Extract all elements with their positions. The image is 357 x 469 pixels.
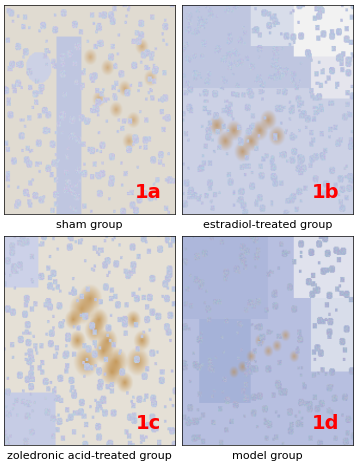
Text: estradiol-treated group: estradiol-treated group <box>203 220 332 230</box>
Text: 1a: 1a <box>135 183 161 202</box>
Text: sham group: sham group <box>56 220 122 230</box>
Text: 1b: 1b <box>312 183 340 202</box>
Text: 1d: 1d <box>312 414 340 433</box>
Text: model group: model group <box>232 451 303 461</box>
Text: 1c: 1c <box>136 414 161 433</box>
Text: zoledronic acid-treated group: zoledronic acid-treated group <box>7 451 172 461</box>
